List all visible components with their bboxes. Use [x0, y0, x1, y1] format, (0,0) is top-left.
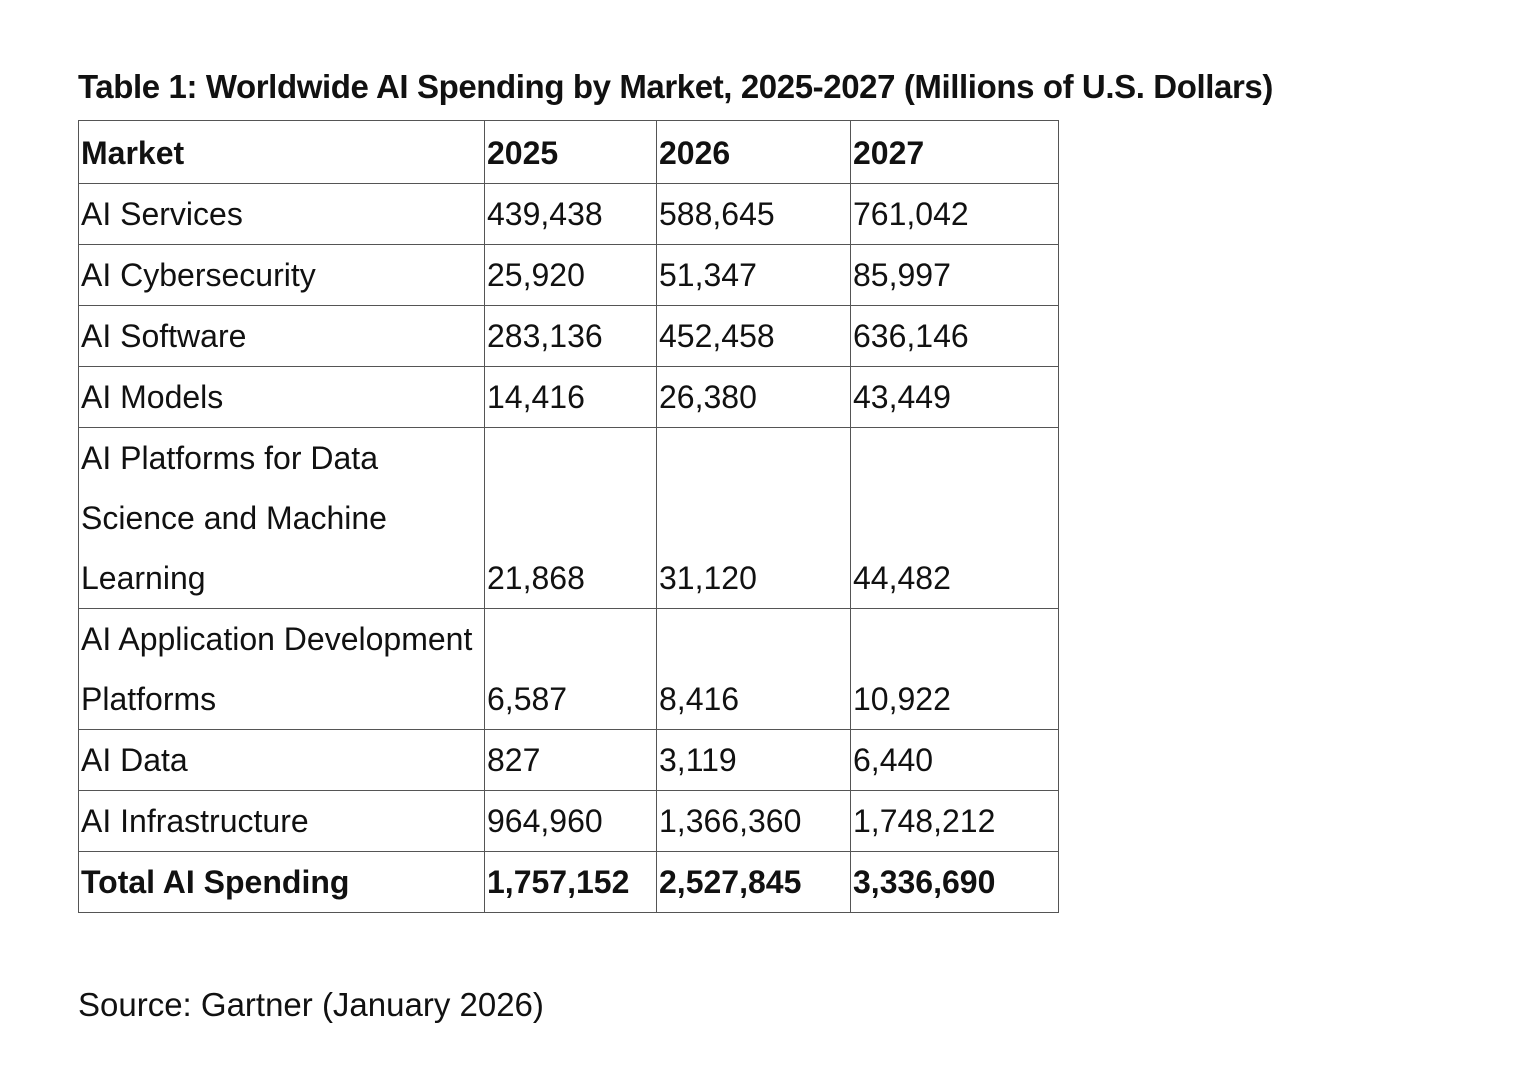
- value-2027: 1,748,212: [850, 790, 1059, 852]
- total-label: Total AI Spending: [78, 851, 485, 913]
- table-title: Table 1: Worldwide AI Spending by Market…: [78, 68, 1273, 105]
- table-header-row: Market 2025 2026 2027: [78, 120, 1059, 184]
- total-2025: 1,757,152: [484, 851, 657, 913]
- market-cell: AI Infrastructure: [78, 790, 485, 852]
- value-2027: 10,922: [850, 608, 1059, 730]
- value-2026: 8,416: [656, 608, 851, 730]
- value-2026: 588,645: [656, 183, 851, 245]
- value-2025: 283,136: [484, 305, 657, 367]
- table-row: AI Platforms for Data Science and Machin…: [78, 427, 1059, 609]
- total-2027: 3,336,690: [850, 851, 1059, 913]
- value-2025: 14,416: [484, 366, 657, 428]
- value-2027: 636,146: [850, 305, 1059, 367]
- value-2027: 43,449: [850, 366, 1059, 428]
- table-row: AI Data 827 3,119 6,440: [78, 729, 1059, 791]
- value-2027: 761,042: [850, 183, 1059, 245]
- table-row: AI Application Development Platforms 6,5…: [78, 608, 1059, 730]
- market-cell: AI Software: [78, 305, 485, 367]
- table-row: AI Software 283,136 452,458 636,146: [78, 305, 1059, 367]
- table-row: AI Infrastructure 964,960 1,366,360 1,74…: [78, 790, 1059, 852]
- value-2025: 6,587: [484, 608, 657, 730]
- value-2025: 439,438: [484, 183, 657, 245]
- value-2026: 1,366,360: [656, 790, 851, 852]
- table-row: AI Models 14,416 26,380 43,449: [78, 366, 1059, 428]
- total-row: Total AI Spending 1,757,152 2,527,845 3,…: [78, 851, 1059, 913]
- market-cell: AI Application Development Platforms: [78, 608, 485, 730]
- market-cell: AI Cybersecurity: [78, 244, 485, 306]
- total-2026: 2,527,845: [656, 851, 851, 913]
- value-2025: 25,920: [484, 244, 657, 306]
- header-2027: 2027: [850, 120, 1059, 184]
- market-cell: AI Platforms for Data Science and Machin…: [78, 427, 485, 609]
- value-2026: 3,119: [656, 729, 851, 791]
- value-2026: 31,120: [656, 427, 851, 609]
- header-2026: 2026: [656, 120, 851, 184]
- header-2025: 2025: [484, 120, 657, 184]
- market-cell: AI Data: [78, 729, 485, 791]
- value-2027: 85,997: [850, 244, 1059, 306]
- value-2025: 827: [484, 729, 657, 791]
- value-2026: 26,380: [656, 366, 851, 428]
- value-2027: 6,440: [850, 729, 1059, 791]
- header-market: Market: [78, 120, 485, 184]
- value-2025: 964,960: [484, 790, 657, 852]
- value-2027: 44,482: [850, 427, 1059, 609]
- market-cell: AI Services: [78, 183, 485, 245]
- spending-table: Market 2025 2026 2027 AI Services 439,43…: [78, 120, 1059, 913]
- source-note: Source: Gartner (January 2026): [78, 986, 544, 1023]
- value-2025: 21,868: [484, 427, 657, 609]
- value-2026: 51,347: [656, 244, 851, 306]
- market-cell: AI Models: [78, 366, 485, 428]
- table-row: AI Services 439,438 588,645 761,042: [78, 183, 1059, 245]
- value-2026: 452,458: [656, 305, 851, 367]
- table-row: AI Cybersecurity 25,920 51,347 85,997: [78, 244, 1059, 306]
